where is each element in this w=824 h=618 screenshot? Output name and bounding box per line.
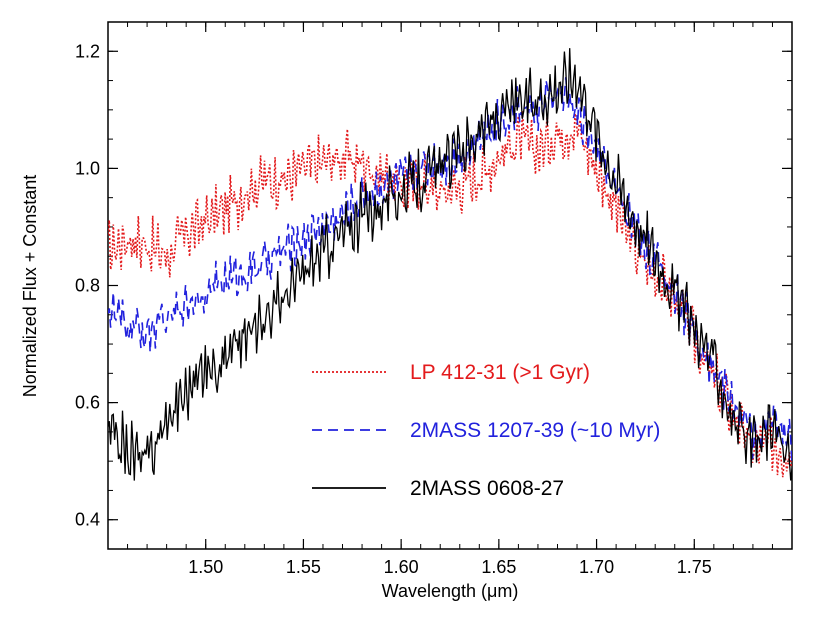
y-tick-label: 1.0 [75,158,100,178]
y-tick-label: 0.8 [75,276,100,296]
legend: LP 412-31 (>1 Gyr) 2MASS 1207-39 (~10 Myr… [312,361,660,500]
legend-label-2: 2MASS 1207-39 (~10 Myr) [410,419,660,442]
y-tick-label: 0.4 [75,510,100,530]
x-tick-label: 1.50 [188,557,223,577]
y-tick-label: 1.2 [75,41,100,61]
x-tick-label: 1.70 [579,557,614,577]
series-line-3 [108,48,792,481]
x-tick-label: 1.65 [481,557,516,577]
x-axis-label: Wavelength (μm) [382,581,519,601]
axis-ticks: 1.50 1.55 1.60 1.65 1.70 1.75 0.4 0.6 0.8 1.0 1.2 [75,21,793,577]
x-tick-label: 1.75 [677,557,712,577]
data-series [108,48,792,481]
y-tick-label: 0.6 [75,393,100,413]
x-tick-label: 1.60 [384,557,419,577]
legend-label-3: 2MASS 0608-27 [410,477,564,500]
y-axis-label: Normalized Flux + Constant [20,175,40,398]
x-tick-label: 1.55 [286,557,321,577]
series-line-2 [108,77,792,467]
legend-label-1: LP 412-31 (>1 Gyr) [410,361,590,384]
